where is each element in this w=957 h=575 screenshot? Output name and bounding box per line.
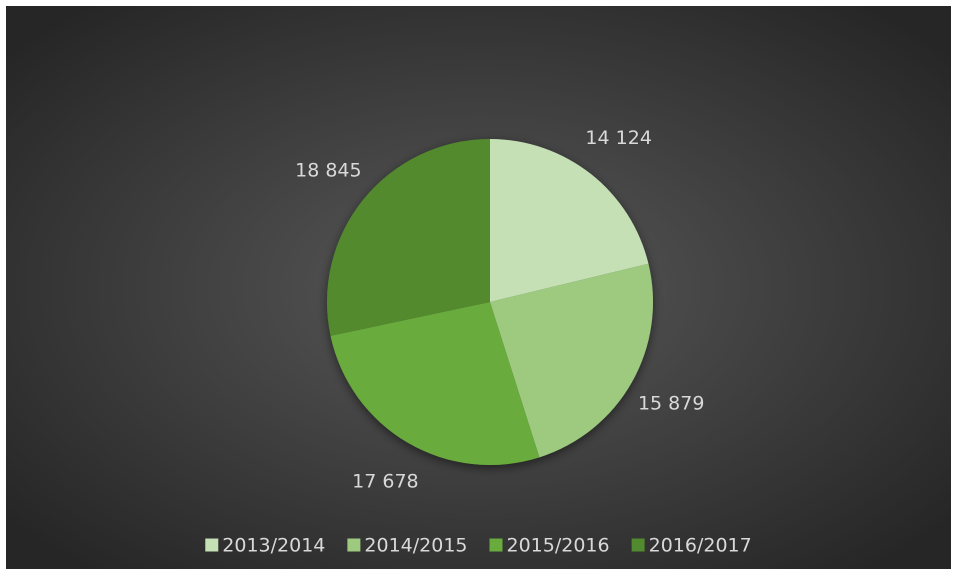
pie-slice (490, 139, 649, 302)
legend-swatch (205, 538, 219, 552)
legend-label: 2015/2016 (507, 535, 610, 557)
data-label: 15 879 (638, 393, 704, 415)
legend-swatch (489, 538, 503, 552)
data-label: 14 124 (585, 127, 651, 149)
data-label: 17 678 (352, 470, 418, 492)
legend-swatch (631, 538, 645, 552)
pie-slice (330, 302, 540, 465)
legend-swatch (347, 538, 361, 552)
legend: 2013/2014 2014/2015 2015/2016 2016/2017 (205, 535, 752, 557)
legend-label: 2014/2015 (364, 535, 467, 557)
pie-slice (490, 263, 653, 458)
pie (327, 139, 653, 465)
legend-label: 2013/2014 (222, 535, 325, 557)
legend-label: 2016/2017 (649, 535, 752, 557)
pie-slice (327, 139, 490, 336)
data-label: 18 845 (295, 160, 361, 182)
